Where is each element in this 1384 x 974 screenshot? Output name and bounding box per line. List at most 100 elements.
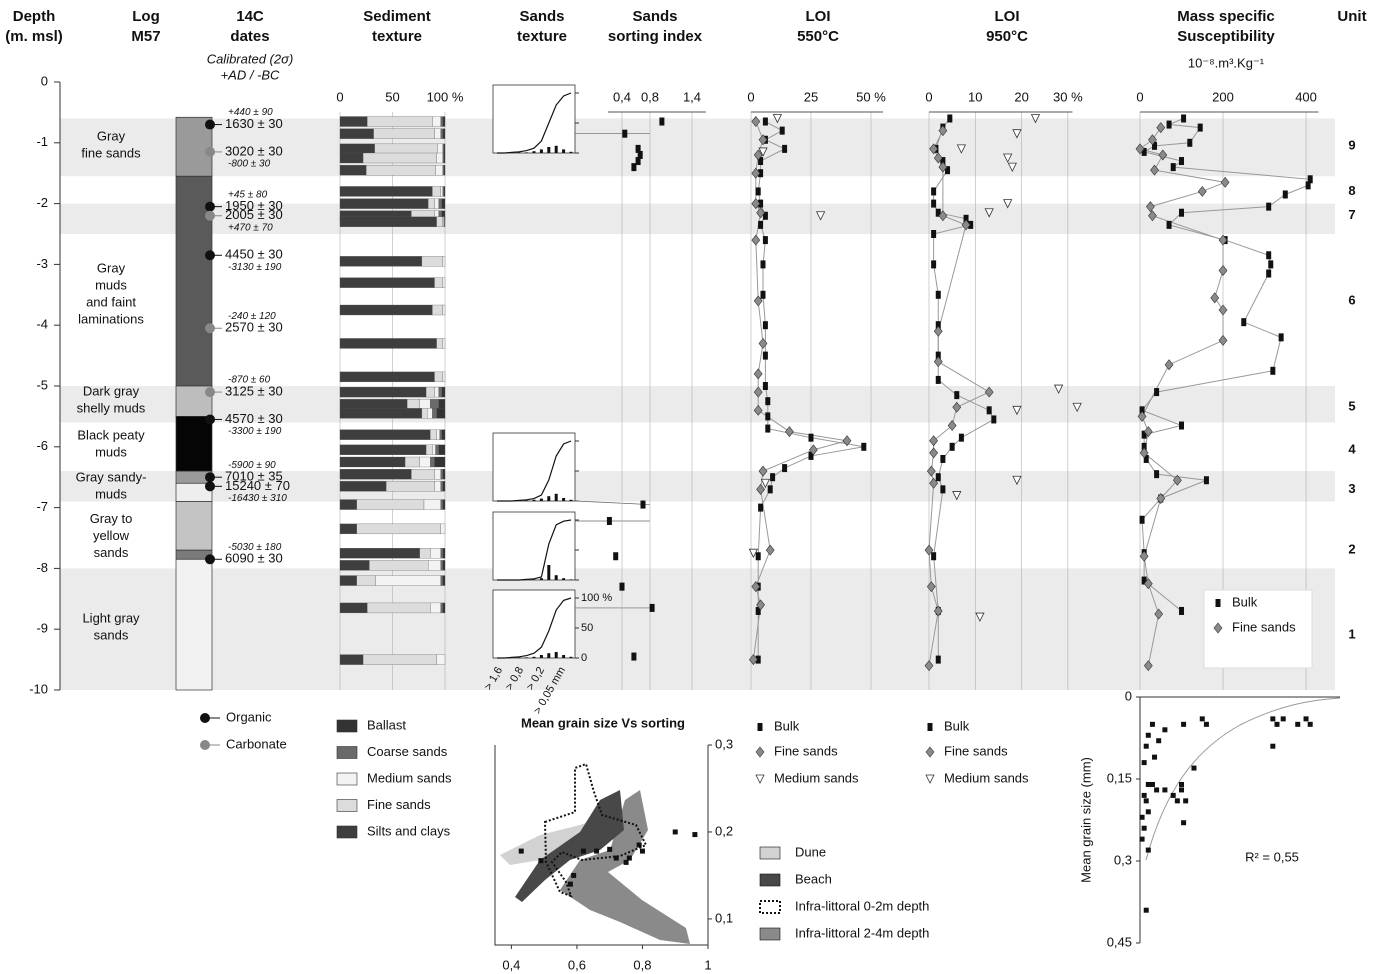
texture-segment <box>363 655 437 665</box>
texture-segment <box>340 387 426 397</box>
date-calibrated: -5030 ± 180 <box>228 542 282 553</box>
texture-segment <box>432 117 440 127</box>
texture-segment <box>443 217 444 227</box>
point <box>1204 722 1209 727</box>
histogram-bar <box>540 578 543 580</box>
date-marker <box>205 323 215 333</box>
point <box>1270 716 1275 721</box>
texture-segment <box>435 372 443 382</box>
legend-marker <box>200 713 210 723</box>
texture-segment <box>340 524 357 534</box>
marker-square <box>758 221 763 229</box>
texture-panel <box>493 85 575 153</box>
y-tick-label: 0,15 <box>1107 770 1132 785</box>
point <box>1152 755 1157 760</box>
date-calibrated: +45 ± 80 <box>228 189 268 200</box>
marker-square <box>641 501 646 509</box>
texture-segment <box>443 603 445 613</box>
texture-segment <box>444 153 445 163</box>
texture-segment <box>443 153 444 163</box>
marker-square <box>936 473 941 481</box>
texture-segment <box>340 144 375 154</box>
marker-square <box>1179 422 1184 430</box>
texture-segment <box>441 524 445 534</box>
marker-diamond <box>1165 360 1173 370</box>
histogram-bar <box>555 575 558 580</box>
legend-label: Beach <box>795 871 832 886</box>
lithology-label-line: muds <box>95 278 127 293</box>
legend-label: Dune <box>795 844 826 859</box>
date-marker <box>205 387 215 397</box>
marker-square <box>765 412 770 420</box>
date-age: 6090 ± 30 <box>225 551 283 566</box>
texture-segment <box>441 117 443 127</box>
column-header: Depth <box>13 8 56 25</box>
lithology-label-line: Black peaty <box>77 428 145 443</box>
texture-segment <box>366 165 435 175</box>
marker-square <box>947 114 952 122</box>
marker-diamond <box>934 357 942 367</box>
texture-segment <box>432 305 443 315</box>
lithology-label-line: Dark gray <box>83 384 140 399</box>
texture-segment <box>428 560 441 570</box>
legend-label: Silts and clays <box>367 823 451 838</box>
y-tick-label: 0,2 <box>715 823 733 838</box>
log-layer <box>176 416 212 471</box>
legend-label: Infra-littoral 0-2m depth <box>795 898 929 913</box>
marker-square <box>931 187 936 195</box>
texture-segment <box>443 500 445 510</box>
marker-square <box>761 291 766 299</box>
texture-segment <box>430 457 434 467</box>
lithology-label-line: and faint <box>86 295 136 310</box>
texture-segment <box>428 199 434 209</box>
texture-segment <box>443 560 445 570</box>
texture-segment <box>439 199 442 209</box>
legend-label: Medium sands <box>774 770 859 785</box>
legend-label: Fine sands <box>944 743 1008 758</box>
texture-segment <box>357 576 376 586</box>
histogram-bar <box>570 579 573 580</box>
texture-segment <box>340 457 405 467</box>
marker-square <box>1187 139 1192 147</box>
lithology-label-line: sands <box>94 628 129 643</box>
panel-tick-label: 50 <box>581 622 593 634</box>
log-layer <box>176 502 212 551</box>
texture-segment <box>437 655 445 665</box>
column-header: (m. msl) <box>5 28 63 45</box>
point <box>614 856 619 861</box>
texture-segment <box>444 165 445 175</box>
texture-segment <box>441 500 443 510</box>
marker-square <box>991 415 996 423</box>
x-tick-label: 50 % <box>856 89 886 104</box>
histogram-bar <box>562 498 565 501</box>
column-header: 950°C <box>986 28 1028 45</box>
marker-square <box>1171 163 1176 171</box>
texture-segment <box>340 165 366 175</box>
column-header: sorting index <box>608 28 703 45</box>
point <box>1144 744 1149 749</box>
texture-segment <box>443 165 444 175</box>
texture-segment <box>441 129 443 139</box>
column-header: M57 <box>131 28 160 45</box>
texture-segment <box>430 603 441 613</box>
marker-square <box>1241 318 1246 326</box>
legend-swatch <box>760 874 780 886</box>
texture-segment <box>422 256 443 266</box>
texture-segment <box>444 144 445 154</box>
date-calibrated: -3130 ± 190 <box>228 262 282 273</box>
marker-square <box>1279 333 1284 341</box>
legend-swatch <box>337 773 357 785</box>
date-age: 3020 ± 30 <box>225 143 283 158</box>
histogram-bar <box>562 149 565 153</box>
marker-square <box>861 443 866 451</box>
histogram-bar <box>562 655 565 658</box>
x-tick-label: 20 <box>1014 89 1028 104</box>
texture-segment <box>435 387 439 397</box>
texture-segment <box>422 408 427 418</box>
point <box>1308 722 1313 727</box>
marker-diamond <box>756 747 764 757</box>
texture-segment <box>441 469 443 479</box>
date-marker <box>205 202 215 212</box>
texture-segment <box>441 481 443 491</box>
lithology-label-line: Light gray <box>82 611 140 626</box>
